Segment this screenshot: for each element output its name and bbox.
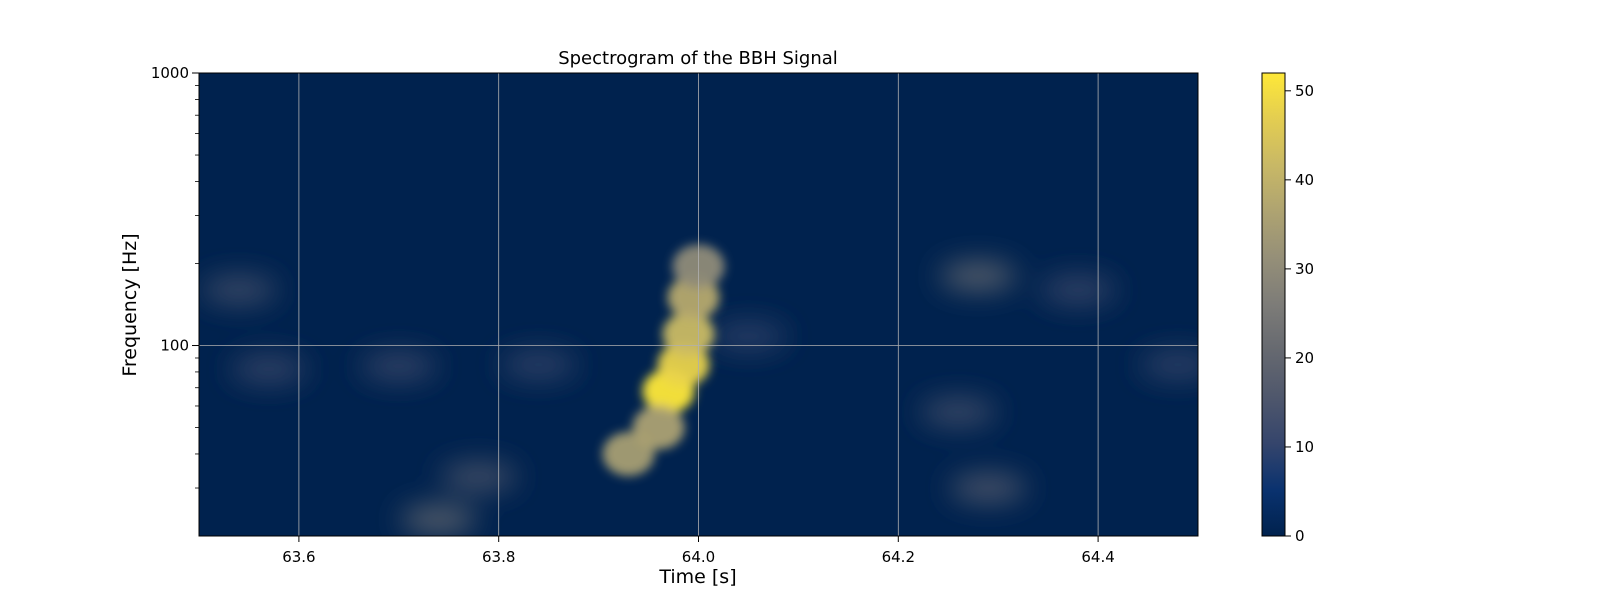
x-tick-label: 63.8 xyxy=(482,548,515,566)
colorbar-tick-label: 50 xyxy=(1295,82,1314,100)
heatmap-blob xyxy=(1040,275,1117,304)
y-tick-label: 100 xyxy=(160,337,189,355)
colorbar-ticks: 0 10 20 30 40 50 xyxy=(1285,82,1314,545)
x-axis-label: Time [s] xyxy=(658,566,736,588)
x-axis-ticks: 63.6 63.8 64.0 64.2 64.4 xyxy=(282,536,1115,566)
x-tick-label: 63.6 xyxy=(282,548,315,566)
x-tick-label: 64.4 xyxy=(1081,548,1114,566)
chart-title: Spectrogram of the BBH Signal xyxy=(558,48,838,69)
heatmap-blob xyxy=(200,275,277,304)
colorbar-tick-label: 40 xyxy=(1295,171,1314,189)
heatmap-blob xyxy=(710,322,787,351)
heatmap-layer xyxy=(200,244,1198,534)
heatmap-blob xyxy=(360,352,437,381)
y-tick-label: 1000 xyxy=(151,64,189,82)
colorbar-tick-label: 20 xyxy=(1295,349,1314,367)
x-tick-label: 64.0 xyxy=(682,548,715,566)
colorbar-tick-label: 30 xyxy=(1295,260,1314,278)
heatmap-blob xyxy=(440,462,517,491)
colorbar-tick-label: 10 xyxy=(1295,438,1314,456)
heatmap-blob xyxy=(920,398,997,427)
heatmap-blob xyxy=(950,474,1027,503)
heatmap-blob xyxy=(940,261,1017,290)
heatmap-blob xyxy=(400,505,477,534)
y-axis-label: Frequency [Hz] xyxy=(119,233,141,376)
colorbar xyxy=(1261,72,1286,537)
colorbar-tick-label: 0 xyxy=(1295,527,1305,545)
x-tick-label: 64.2 xyxy=(882,548,915,566)
heatmap-blob xyxy=(632,405,685,450)
heatmap-blob xyxy=(500,350,577,379)
y-axis-ticks: 100 1000 xyxy=(151,64,199,489)
heatmap-blob xyxy=(1140,350,1198,379)
heatmap-blob xyxy=(230,355,307,384)
